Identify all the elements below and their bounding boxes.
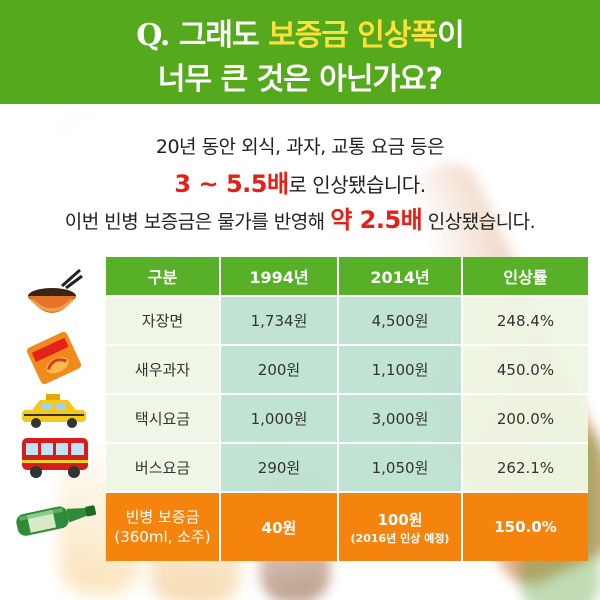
bus-icon (22, 438, 88, 478)
table-row: 택시요금 1,000원 3,000원 200.0% (106, 395, 588, 444)
increase-rate: 450.0% (463, 346, 588, 393)
price-1994: 290원 (221, 444, 339, 491)
title-line-1: Q. 그래도 보증금 인상폭이 (0, 10, 600, 54)
table-header-row: 구분 1994년 2014년 인상률 (106, 257, 588, 297)
column-header-1994: 1994년 (221, 257, 339, 295)
title-banner: Q. 그래도 보증금 인상폭이 너무 큰 것은 아닌가요? (0, 0, 600, 104)
taxi-icon (22, 394, 86, 428)
price-1994: 200원 (221, 346, 339, 393)
title-line-2: 너무 큰 것은 아닌가요? (157, 62, 443, 97)
increase-rate: 262.1% (463, 444, 588, 491)
column-header-2014: 2014년 (339, 257, 463, 295)
item-name: 버스요금 (106, 444, 221, 491)
item-name: 자장면 (106, 297, 221, 344)
table-row: 버스요금 290원 1,050원 262.1% (106, 444, 588, 493)
title-highlight: 보증금 인상폭 (268, 18, 438, 53)
title-text: 그래도 (178, 18, 269, 53)
item-name: 새우과자 (106, 346, 221, 393)
increase-rate: 200.0% (463, 395, 588, 442)
table-row-bottle-deposit: 빈병 보증금 (360ml, 소주) 40원 100원 (2016년 인상 예정… (106, 493, 588, 561)
price-2014: 100원 (2016년 인상 예정) (339, 493, 463, 561)
intro-text: 이번 빈병 보증금은 물가를 반영해 (64, 211, 331, 233)
item-name: 택시요금 (106, 395, 221, 442)
price-2014: 1,050원 (339, 444, 463, 491)
increase-rate: 150.0% (463, 493, 588, 561)
intro-line-2: 3 ~ 5.5배로 인상됐습니다. (0, 164, 600, 199)
column-header-increase-rate: 인상률 (463, 257, 588, 295)
intro-text: 인상됐습니다. (422, 211, 536, 233)
question-mark-label: Q. (136, 18, 170, 53)
column-header-category: 구분 (106, 257, 221, 295)
table-row: 자장면 1,734원 4,500원 248.4% (106, 297, 588, 346)
price-2014-note: (2016년 인상 예정) (350, 531, 450, 545)
intro-text: 로 인상됐습니다. (288, 173, 427, 197)
increase-rate: 248.4% (463, 297, 588, 344)
price-comparison-table: 구분 1994년 2014년 인상률 자장면 1,734원 4,500원 248… (106, 257, 588, 561)
price-2014: 4,500원 (339, 297, 463, 344)
intro-highlight: 3 ~ 5.5배 (174, 170, 289, 198)
price-2014: 1,100원 (339, 346, 463, 393)
jajangmyeon-bowl-icon (28, 268, 83, 313)
soju-bottle-icon (16, 505, 97, 536)
table-row: 새우과자 200원 1,100원 450.0% (106, 346, 588, 395)
price-2014: 3,000원 (339, 395, 463, 442)
item-name-line-2: (360ml, 소주) (114, 528, 211, 546)
shrimp-snack-bag-icon (26, 331, 82, 385)
intro-line-1: 20년 동안 외식, 과자, 교통 요금 등은 (155, 136, 445, 158)
price-1994: 1,000원 (221, 395, 339, 442)
intro-highlight: 약 2.5배 (330, 206, 423, 234)
price-1994: 40원 (221, 493, 339, 561)
item-name-line-1: 빈병 보증금 (125, 508, 200, 526)
title-text: 이 (437, 18, 465, 53)
price-2014-value: 100원 (377, 510, 423, 529)
price-1994: 1,734원 (221, 297, 339, 344)
intro-line-3: 이번 빈병 보증금은 물가를 반영해 약 2.5배 인상됐습니다. (0, 200, 600, 235)
item-name: 빈병 보증금 (360ml, 소주) (106, 493, 221, 561)
